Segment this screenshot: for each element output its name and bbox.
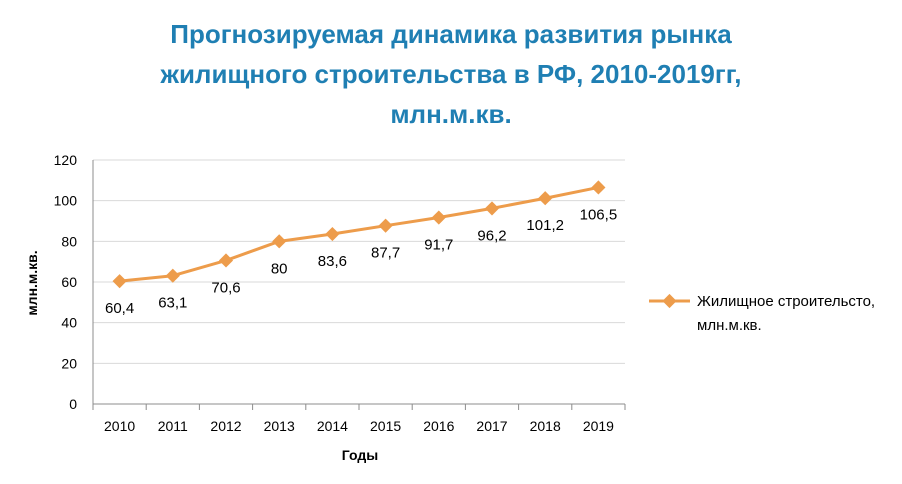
- data-label-2019: 106,5: [580, 206, 618, 223]
- y-axis-title: млн.м.кв.: [24, 250, 40, 315]
- y-tick-labels: 0 20 40 60 80 100 120: [54, 152, 78, 412]
- grid-lines: [93, 159, 625, 364]
- x-tick-label-2015: 2015: [370, 418, 401, 434]
- legend-label-line-1: Жилищное строительсто,: [697, 293, 875, 310]
- data-labels: 60,4 63,1 70,6 80 83,6 87,7 91,7 96,2 101,2 106,5: [105, 206, 617, 317]
- data-label-2013: 80: [271, 260, 288, 277]
- data-label-2018: 101,2: [526, 217, 564, 234]
- y-tick-label-100: 100: [54, 193, 78, 209]
- data-label-2017: 96,2: [477, 227, 506, 244]
- x-tick-label-2012: 2012: [210, 418, 241, 434]
- data-label-2011: 63,1: [158, 295, 187, 312]
- y-tick-label-80: 80: [61, 233, 77, 249]
- legend-label-line-2: млн.м.кв.: [697, 317, 762, 334]
- data-point-2019: [591, 180, 606, 195]
- data-label-2015: 87,7: [371, 245, 400, 262]
- x-tick-label-2013: 2013: [264, 418, 295, 434]
- x-tick-label-2019: 2019: [583, 418, 614, 434]
- x-tick-label-2016: 2016: [423, 418, 454, 434]
- series-line-path: [119, 185, 599, 283]
- series-line: [112, 180, 606, 289]
- x-tick-label-2014: 2014: [317, 418, 348, 434]
- y-tick-label-60: 60: [61, 274, 77, 290]
- x-tick-label-2011: 2011: [158, 418, 188, 434]
- axes: [92, 160, 626, 410]
- data-point-2014: [325, 226, 340, 242]
- chart-title-line-3: млн.м.кв.: [390, 99, 512, 129]
- data-point-2018: [538, 191, 553, 206]
- x-tick-label-2018: 2018: [530, 418, 561, 434]
- data-point-2012: [218, 253, 234, 268]
- data-point-2011: [165, 268, 180, 283]
- y-tick-label-120: 120: [54, 152, 78, 168]
- legend: Жилищное строительсто, млн.м.кв.: [649, 293, 875, 334]
- y-tick-label-0: 0: [69, 396, 77, 412]
- x-tick-labels: 2010 2011 2012 2013 2014 2015 2016 2017 2018 2019: [104, 418, 614, 434]
- data-point-2015: [378, 218, 393, 233]
- y-tick-label-20: 20: [61, 355, 77, 371]
- chart-title-line-2: жилищного строительства в РФ, 2010-2019г…: [160, 59, 742, 89]
- y-tick-label-40: 40: [61, 315, 77, 331]
- x-tick-label-2017: 2017: [476, 418, 507, 434]
- data-label-2016: 91,7: [424, 237, 453, 254]
- data-point-2016: [431, 210, 446, 225]
- data-point-2010: [112, 274, 127, 289]
- data-label-2010: 60,4: [105, 300, 134, 317]
- data-point-2017: [484, 201, 500, 216]
- data-label-2012: 70,6: [211, 279, 240, 296]
- chart-title-line-1: Прогнозируемая динамика развития рынка: [170, 19, 732, 49]
- data-point-2013: [272, 234, 287, 249]
- legend-marker: [662, 293, 677, 309]
- x-axis-title: Годы: [342, 447, 378, 463]
- chart-title: Прогнозируемая динамика развития рынка ж…: [0, 14, 902, 134]
- data-label-2014: 83,6: [318, 253, 347, 270]
- x-tick-label-2010: 2010: [104, 418, 135, 434]
